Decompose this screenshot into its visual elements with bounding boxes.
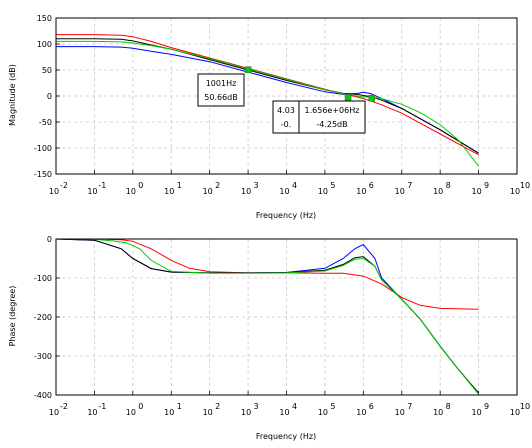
y-tick-label: -200 — [34, 313, 52, 322]
series-line-0 — [56, 46, 479, 154]
x-tick-label: 10 — [433, 408, 443, 417]
x-tick-label: 10 — [203, 187, 213, 196]
x-tick-label: 10 — [126, 408, 136, 417]
x-tick-label: 10 — [356, 187, 366, 196]
y-tick-label: -400 — [34, 391, 52, 400]
y-tick-label: -150 — [34, 170, 52, 179]
phase-panel: Phase (degree) Frequency (Hz) 10-210-110… — [8, 235, 530, 441]
datatip-box[interactable]: 1.656e+06Hz -4.25dB — [298, 100, 366, 134]
x-tick-label: 10 — [87, 187, 97, 196]
x-tick-label: 10 — [510, 187, 520, 196]
magnitude-y-axis-label: Magnitude (dB) — [8, 64, 17, 126]
x-tick-label: 10 — [241, 408, 251, 417]
y-tick-label: 50 — [42, 66, 52, 75]
x-tick-exponent: 7 — [407, 181, 412, 190]
x-tick-exponent: 6 — [369, 402, 374, 411]
datatip-marker[interactable] — [244, 66, 252, 73]
datatip-box[interactable]: 4.03 -0. — [272, 100, 300, 134]
x-tick-exponent: 2 — [215, 402, 220, 411]
x-tick-label: 10 — [241, 187, 251, 196]
x-tick-exponent: 4 — [292, 402, 297, 411]
x-tick-label: 10 — [433, 187, 443, 196]
y-tick-label: -300 — [34, 352, 52, 361]
x-tick-exponent: 9 — [484, 181, 489, 190]
axes-frame — [55, 238, 518, 396]
series-line-3 — [56, 239, 479, 395]
datatip-text: -4.25dB — [316, 120, 347, 129]
x-tick-exponent: 9 — [484, 402, 489, 411]
datatip-marker[interactable] — [368, 94, 375, 102]
datatip-text: -0. — [281, 120, 292, 129]
x-tick-exponent: 4 — [292, 181, 297, 190]
x-tick-label: 10 — [49, 187, 59, 196]
x-tick-exponent: 2 — [215, 181, 220, 190]
x-tick-exponent: 5 — [330, 402, 335, 411]
x-tick-label: 10 — [395, 187, 405, 196]
y-tick-label: 100 — [37, 40, 52, 49]
x-tick-exponent: 3 — [254, 402, 259, 411]
x-tick-label: 10 — [279, 408, 289, 417]
x-tick-exponent: 6 — [369, 181, 374, 190]
phase-x-axis-label: Frequency (Hz) — [256, 432, 316, 441]
series-line-3 — [56, 40, 479, 167]
x-tick-label: 10 — [203, 408, 213, 417]
x-tick-exponent: 5 — [330, 181, 335, 190]
datatip-marker[interactable] — [344, 94, 352, 101]
datatip-text: 1001Hz — [206, 79, 237, 88]
x-tick-label: 10 — [395, 408, 405, 417]
datatip-frame — [197, 73, 245, 107]
y-tick-label: -100 — [34, 274, 52, 283]
datatip-text: 4.03 — [277, 106, 295, 115]
x-tick-label: 10 — [318, 408, 328, 417]
x-tick-exponent: 1 — [177, 402, 182, 411]
x-tick-exponent: 0 — [138, 181, 143, 190]
x-tick-exponent: -1 — [98, 181, 106, 190]
magnitude-panel: Magnitude (dB) Frequency (Hz) 10-210-110… — [8, 14, 530, 220]
x-tick-label: 10 — [279, 187, 289, 196]
y-tick-label: 0 — [47, 235, 52, 244]
phase-y-axis-label: Phase (degree) — [8, 286, 17, 347]
x-tick-label: 10 — [126, 187, 136, 196]
x-tick-label: 10 — [318, 187, 328, 196]
x-tick-exponent: 7 — [407, 402, 412, 411]
y-tick-label: -50 — [39, 118, 52, 127]
y-tick-label: 0 — [47, 92, 52, 101]
x-tick-label: 10 — [510, 408, 520, 417]
y-tick-label: -100 — [34, 144, 52, 153]
x-tick-exponent: 10 — [520, 181, 530, 190]
x-tick-exponent: 10 — [520, 402, 530, 411]
axes-frame — [55, 17, 518, 175]
datatip-text: 1.656e+06Hz — [305, 106, 360, 115]
magnitude-x-axis-label: Frequency (Hz) — [256, 211, 316, 220]
datatip-box[interactable]: 1001Hz 50.66dB — [197, 73, 245, 107]
x-tick-label: 10 — [49, 408, 59, 417]
x-tick-label: 10 — [471, 408, 481, 417]
x-tick-exponent: 8 — [446, 402, 451, 411]
x-tick-exponent: 8 — [446, 181, 451, 190]
x-tick-exponent: 3 — [254, 181, 259, 190]
x-tick-label: 10 — [164, 187, 174, 196]
x-tick-exponent: -1 — [98, 402, 106, 411]
x-tick-label: 10 — [471, 187, 481, 196]
x-tick-label: 10 — [87, 408, 97, 417]
x-tick-label: 10 — [164, 408, 174, 417]
x-tick-label: 10 — [356, 408, 366, 417]
y-tick-label: 150 — [37, 14, 52, 23]
datatip-text: 50.66dB — [204, 93, 237, 102]
x-tick-exponent: 0 — [138, 402, 143, 411]
datatip-frame — [272, 100, 300, 134]
x-tick-exponent: 1 — [177, 181, 182, 190]
datatip-frame — [298, 100, 366, 134]
x-tick-exponent: -2 — [60, 402, 68, 411]
x-tick-exponent: -2 — [60, 181, 68, 190]
series-line-2 — [56, 34, 479, 156]
